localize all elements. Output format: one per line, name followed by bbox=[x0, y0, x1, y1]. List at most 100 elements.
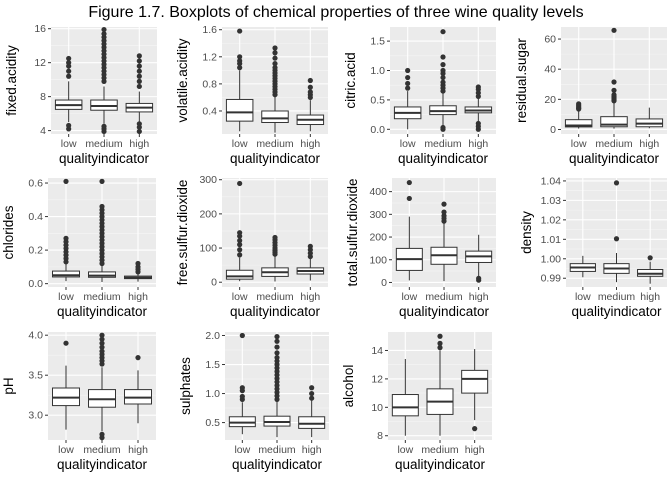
x-axis-title: qualityindicator bbox=[59, 151, 150, 166]
outlier-point bbox=[239, 332, 245, 339]
outlier-point bbox=[437, 345, 443, 351]
box-high bbox=[125, 53, 154, 135]
box-low bbox=[393, 67, 422, 130]
x-tick-label: low bbox=[397, 444, 413, 456]
box-low bbox=[564, 101, 593, 129]
iqr-box bbox=[88, 271, 116, 278]
y-tick-label: 0.5 bbox=[205, 417, 220, 429]
y-axis-title: pH bbox=[1, 377, 16, 394]
outlier-point bbox=[405, 85, 411, 91]
box-high bbox=[465, 234, 493, 283]
x-tick-label: medium bbox=[83, 444, 121, 456]
boxplot-panel-8: 0.99 1.00 1.01 1.02 1.03 1.04 low medium highqua… bbox=[519, 175, 667, 319]
x-tick-label: medium bbox=[424, 138, 462, 150]
y-tick-label: 0.8 bbox=[202, 78, 217, 90]
box-medium bbox=[261, 45, 289, 133]
box-high bbox=[635, 107, 664, 129]
box-low bbox=[52, 178, 80, 282]
x-tick-label: medium bbox=[258, 444, 296, 456]
outlier-point bbox=[237, 230, 243, 236]
y-tick-label: 1.5 bbox=[370, 36, 385, 48]
x-axis-title: qualityindicator bbox=[398, 151, 489, 166]
x-tick-label: low bbox=[401, 291, 417, 303]
outlier-point bbox=[476, 275, 482, 281]
x-tick-label: medium bbox=[85, 138, 123, 150]
outlier-point bbox=[406, 179, 412, 186]
y-axis-title: chlorides bbox=[1, 205, 16, 259]
outlier-point bbox=[437, 340, 443, 346]
outlier-point bbox=[647, 255, 653, 261]
outlier-point bbox=[272, 60, 278, 67]
x-tick-label: low bbox=[61, 138, 77, 150]
outlier-point bbox=[136, 53, 142, 59]
x-axis-title: qualityindicator bbox=[569, 151, 660, 166]
y-tick-label: 100 bbox=[199, 243, 217, 255]
outlier-point bbox=[274, 334, 280, 340]
y-tick-label: 300 bbox=[369, 209, 387, 221]
outlier-point bbox=[66, 55, 72, 62]
y-tick-label: 1.00 bbox=[541, 253, 562, 265]
box-high bbox=[124, 260, 152, 282]
y-tick-label: 3.5 bbox=[28, 370, 43, 382]
outlier-point bbox=[576, 101, 582, 107]
box-medium bbox=[263, 334, 291, 438]
x-axis-title: qualityindicator bbox=[395, 457, 486, 472]
outlier-point bbox=[99, 344, 105, 350]
y-axis-title: total.sulfur.dioxide bbox=[345, 178, 360, 286]
y-axis-title: citric.acid bbox=[343, 52, 358, 108]
outlier-point bbox=[136, 63, 142, 69]
x-tick-label: medium bbox=[256, 291, 294, 303]
y-axis-title: density bbox=[519, 211, 534, 254]
outlier-point bbox=[440, 62, 446, 68]
y-tick-label: 0.99 bbox=[541, 273, 562, 285]
outlier-point bbox=[274, 344, 280, 350]
y-tick-label: 10 bbox=[371, 402, 383, 414]
outlier-point bbox=[405, 67, 411, 74]
y-tick-label: 0 bbox=[211, 277, 217, 289]
y-tick-label: 200 bbox=[199, 208, 217, 220]
outlier-point bbox=[307, 77, 313, 84]
x-tick-label: medium bbox=[256, 138, 294, 150]
x-axis-title: qualityindicator bbox=[230, 304, 321, 319]
outlier-point bbox=[101, 26, 107, 33]
x-axis-title: qualityindicator bbox=[57, 304, 148, 319]
x-tick-label: high bbox=[468, 138, 488, 150]
iqr-box bbox=[225, 98, 254, 122]
x-tick-label: high bbox=[300, 138, 320, 150]
x-tick-label: low bbox=[58, 444, 74, 456]
x-tick-label: medium bbox=[421, 444, 459, 456]
outlier-point bbox=[440, 79, 446, 85]
outlier-point bbox=[472, 426, 478, 432]
box-medium bbox=[430, 201, 458, 282]
outlier-point bbox=[63, 340, 69, 346]
iqr-box bbox=[391, 394, 419, 417]
outlier-point bbox=[63, 235, 69, 241]
outlier-point bbox=[274, 354, 280, 361]
y-tick-label: 4.0 bbox=[28, 330, 43, 342]
outlier-point bbox=[135, 355, 141, 361]
iqr-box bbox=[52, 270, 80, 278]
y-tick-label: 1.0 bbox=[205, 388, 220, 400]
outlier-point bbox=[437, 333, 443, 339]
outlier-point bbox=[237, 54, 243, 60]
x-tick-label: high bbox=[129, 138, 149, 150]
outlier-point bbox=[237, 180, 243, 187]
box-medium bbox=[426, 333, 454, 436]
outlier-point bbox=[405, 80, 411, 87]
y-tick-label: 14 bbox=[371, 345, 383, 357]
outlier-point bbox=[611, 27, 617, 33]
box-high bbox=[464, 84, 493, 132]
y-axis-title: fixed.acidity bbox=[4, 45, 19, 116]
x-tick-label: medium bbox=[425, 291, 463, 303]
iqr-box bbox=[225, 269, 254, 280]
box-high bbox=[461, 349, 489, 432]
x-tick-label: low bbox=[575, 291, 591, 303]
outlier-point bbox=[101, 31, 107, 37]
outlier-point bbox=[237, 237, 243, 244]
box-medium bbox=[603, 180, 630, 283]
outlier-point bbox=[274, 350, 280, 356]
outlier-point bbox=[309, 385, 315, 391]
outlier-point bbox=[136, 121, 142, 127]
